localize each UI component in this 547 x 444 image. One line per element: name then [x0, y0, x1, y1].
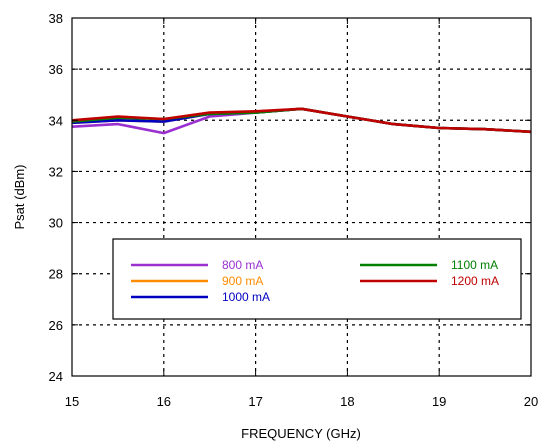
series-line-1200-ma — [71, 107, 532, 134]
legend-label: 1200 mA — [451, 274, 499, 288]
x-tick-label: 19 — [432, 394, 446, 409]
grid-layer — [72, 18, 531, 376]
legend-label: 900 mA — [222, 274, 263, 288]
x-tick-label: 16 — [157, 394, 171, 409]
x-tick-label: 18 — [340, 394, 354, 409]
x-axis-title: FREQUENCY (GHz) — [241, 426, 361, 441]
legend-label: 1000 mA — [222, 290, 270, 304]
y-tick-label: 36 — [49, 62, 63, 77]
legend: 800 mA 900 mA 1000 mA 1100 mA 1200 mA — [112, 238, 522, 320]
y-tick-label: 34 — [49, 113, 63, 128]
legend-box — [112, 238, 522, 320]
y-tick-label: 38 — [49, 11, 63, 26]
y-tick-label: 32 — [49, 164, 63, 179]
plot-frame — [71, 17, 532, 377]
y-tick-label: 24 — [49, 369, 63, 384]
tick-layer: 15 16 17 18 19 20 24 26 28 30 32 34 36 38 — [49, 11, 539, 409]
legend-label: 800 mA — [222, 258, 263, 272]
y-tick-label: 30 — [49, 216, 63, 231]
x-tick-label: 15 — [65, 394, 79, 409]
y-tick-label: 26 — [49, 318, 63, 333]
x-tick-label: 17 — [248, 394, 262, 409]
y-tick-label: 28 — [49, 267, 63, 282]
legend-label: 1100 mA — [451, 258, 498, 272]
y-axis-title: Psat (dBm) — [12, 164, 27, 229]
series-layer — [71, 107, 532, 135]
x-tick-label: 20 — [524, 394, 538, 409]
